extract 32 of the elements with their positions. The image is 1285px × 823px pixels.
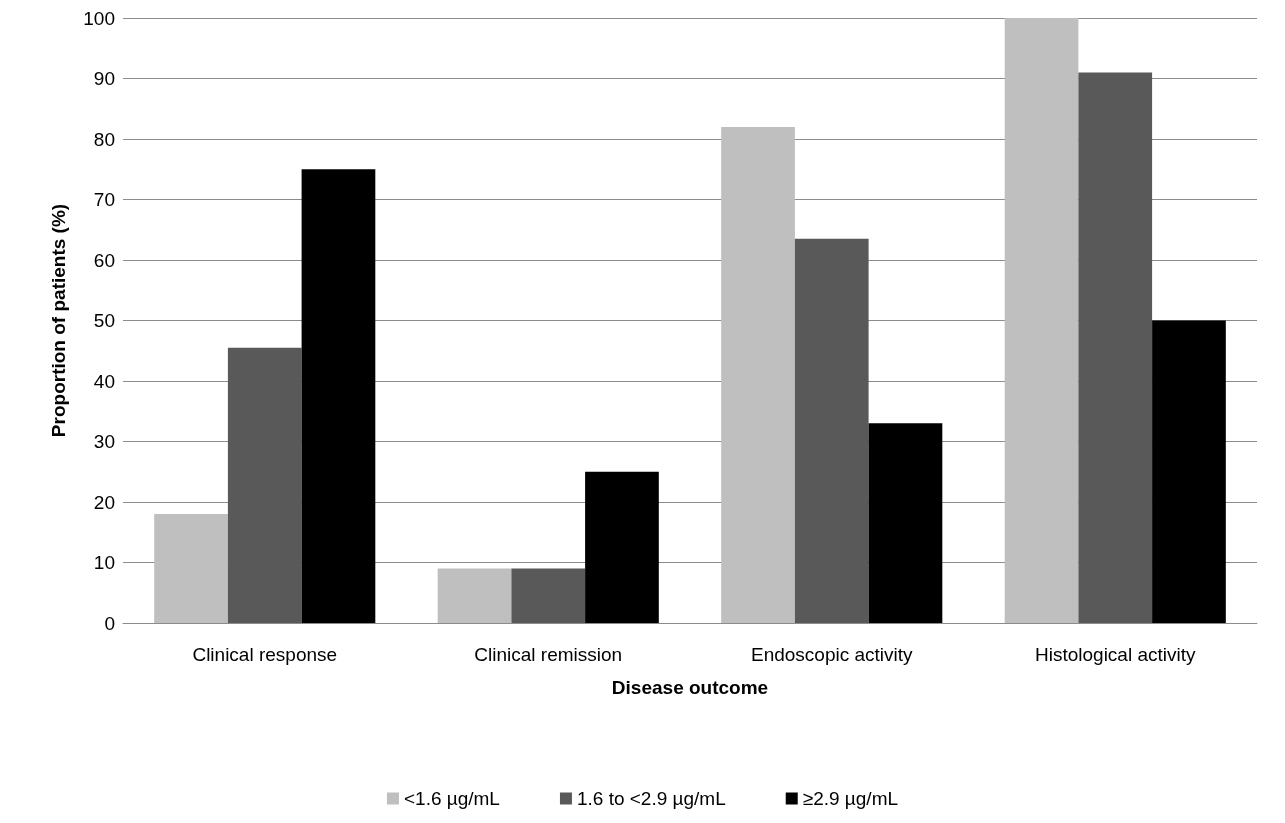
y-tick-label: 80 xyxy=(93,128,115,150)
y-tick-label: 0 xyxy=(104,612,115,634)
bar xyxy=(511,568,586,623)
y-axis-title: Proportion of patients (%) xyxy=(48,203,69,438)
y-tick-label: 30 xyxy=(93,431,115,452)
bar xyxy=(1152,320,1226,623)
y-tick-label: 20 xyxy=(93,491,115,513)
y-tick-label: 50 xyxy=(93,310,115,331)
y-tick-label: 40 xyxy=(93,370,115,392)
bar xyxy=(301,169,376,623)
x-tick-label: Histological activity xyxy=(1035,644,1196,665)
x-tick-label: Clinical response xyxy=(192,644,338,665)
x-tick-label: Endoscopic activity xyxy=(750,644,914,665)
legend-label: 1.6 to <2.9 µg/mL xyxy=(576,788,726,809)
x-tick-label: Clinical remission xyxy=(474,644,623,665)
y-tick-label: 90 xyxy=(93,68,115,89)
legend-label: <1.6 µg/mL xyxy=(403,788,500,809)
y-tick-label: 70 xyxy=(93,189,115,210)
bar xyxy=(868,423,943,623)
y-tick-label: 10 xyxy=(93,552,115,573)
bar xyxy=(721,126,795,623)
bar xyxy=(1078,72,1153,623)
y-tick-label: 60 xyxy=(93,249,115,271)
bar xyxy=(1004,18,1079,623)
bar xyxy=(794,238,869,623)
bar xyxy=(227,347,302,623)
bar xyxy=(437,568,512,623)
bar xyxy=(585,471,659,623)
x-axis-title: Disease outcome xyxy=(611,677,769,698)
y-tick-label: 100 xyxy=(83,7,115,29)
legend-label: ≥2.9 µg/mL xyxy=(802,788,899,809)
bar xyxy=(154,514,228,623)
